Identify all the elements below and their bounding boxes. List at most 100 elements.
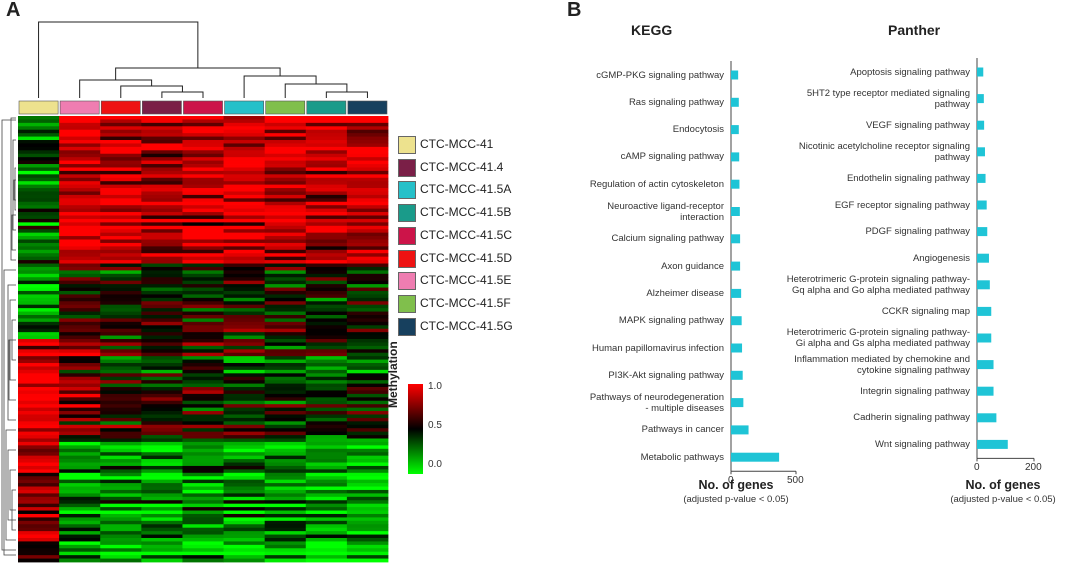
heatmap-cell — [346, 321, 389, 326]
heatmap-cell — [141, 239, 183, 244]
heatmap-cell — [264, 369, 307, 374]
heatmap-cell — [264, 133, 307, 137]
heatmap-cell — [18, 181, 60, 186]
heatmap-cell — [264, 541, 307, 546]
heatmap-cell — [100, 387, 142, 391]
heatmap-cell — [59, 438, 101, 443]
bar — [977, 67, 984, 77]
heatmap-cell — [59, 308, 101, 312]
heatmap-cell — [305, 493, 348, 498]
heatmap-cell — [305, 301, 348, 306]
sample-color-cell — [183, 100, 223, 115]
category-label: Cadherin signaling pathway — [853, 412, 970, 423]
heatmap-cell — [182, 129, 224, 134]
heatmap-cell — [18, 236, 60, 240]
heatmap-cell — [346, 428, 389, 433]
heatmap-cell — [346, 476, 389, 481]
heatmap-cell — [18, 146, 60, 151]
heatmap-cell — [223, 205, 266, 210]
heatmap-cell — [305, 122, 348, 127]
heatmap-cell — [346, 397, 389, 402]
heatmap-cell — [141, 421, 183, 426]
heatmap-cell — [305, 548, 348, 553]
heatmap-cell — [305, 287, 348, 292]
heatmap-cell — [264, 472, 307, 477]
heatmap-cell — [264, 164, 307, 168]
heatmap-cell — [264, 555, 307, 559]
heatmap-cell — [346, 400, 389, 405]
heatmap-cell — [182, 373, 224, 378]
heatmap-cell — [182, 287, 224, 292]
category-label-line: Axon guidance — [661, 260, 724, 272]
heatmap-cell — [264, 517, 307, 522]
heatmap-cell — [264, 277, 307, 282]
heatmap-cell — [223, 225, 266, 230]
heatmap-cell — [59, 177, 101, 182]
heatmap-cell — [223, 198, 266, 203]
heatmap-cell — [223, 153, 266, 158]
heatmap-cell — [346, 524, 389, 529]
heatmap-cell — [18, 383, 60, 388]
category-label-line: interaction — [680, 211, 724, 223]
heatmap-cell — [141, 527, 183, 532]
heatmap-cell — [264, 452, 307, 457]
heatmap-cell — [182, 356, 224, 360]
heatmap-cell — [305, 393, 348, 398]
heatmap-cell — [18, 417, 60, 422]
heatmap-cell — [264, 215, 307, 220]
heatmap-cell — [100, 150, 142, 155]
heatmap-cell — [141, 517, 183, 522]
heatmap-cell — [141, 397, 183, 402]
heatmap-cell — [141, 157, 183, 161]
heatmap-cell — [182, 314, 224, 319]
heatmap-cell — [182, 513, 224, 518]
heatmap-cell — [305, 551, 348, 556]
heatmap-cell — [59, 496, 101, 501]
heatmap-cell — [18, 157, 60, 161]
heatmap-cell — [346, 119, 389, 124]
heatmap-cell — [305, 198, 348, 203]
heatmap-cell — [141, 387, 183, 391]
heatmap-cell — [305, 441, 348, 446]
category-label-line: Gq alpha and Go alpha mediated pathway — [792, 284, 970, 296]
heatmap-cell — [18, 284, 60, 288]
heatmap-cell — [18, 431, 60, 436]
heatmap-cell — [141, 222, 183, 227]
heatmap-cell — [141, 201, 183, 206]
heatmap-cell — [141, 164, 183, 168]
heatmap-cell — [305, 133, 348, 137]
heatmap-cell — [59, 133, 101, 137]
heatmap-cell — [59, 140, 101, 144]
heatmap-cell — [346, 208, 389, 213]
heatmap-cell — [141, 198, 183, 203]
heatmap-cell — [223, 551, 266, 556]
heatmap-cell — [59, 277, 101, 282]
heatmap-cell — [18, 198, 60, 203]
heatmap-cell — [141, 500, 183, 505]
heatmap-cell — [346, 441, 389, 446]
heatmap-cell — [182, 493, 224, 498]
category-label: Neuroactive ligand-receptor interaction — [607, 201, 724, 223]
heatmap-cell — [346, 280, 389, 285]
heatmap-cell — [305, 150, 348, 155]
heatmap-cell — [264, 383, 307, 388]
heatmap-cell — [100, 208, 142, 213]
heatmap-cell — [18, 537, 60, 542]
heatmap-cell — [223, 462, 266, 467]
sample-color-cell — [18, 100, 59, 115]
sample-color-cell — [265, 100, 306, 115]
heatmap-cell — [100, 486, 142, 491]
heatmap-cell — [59, 431, 101, 436]
heatmap-cell — [59, 236, 101, 240]
heatmap-cell — [141, 472, 183, 477]
heatmap-cell — [223, 164, 266, 168]
heatmap-cell — [346, 222, 389, 227]
heatmap-cell — [18, 441, 60, 446]
heatmap-cell — [264, 507, 307, 511]
heatmap-cell — [18, 225, 60, 230]
category-label-line: Regulation of actin cytoskeleton — [589, 178, 724, 190]
dendrogram-link — [13, 179, 16, 201]
category-label-line: Endocytosis — [672, 124, 724, 136]
heatmap-cell — [59, 558, 101, 563]
heatmap-cell — [141, 417, 183, 422]
